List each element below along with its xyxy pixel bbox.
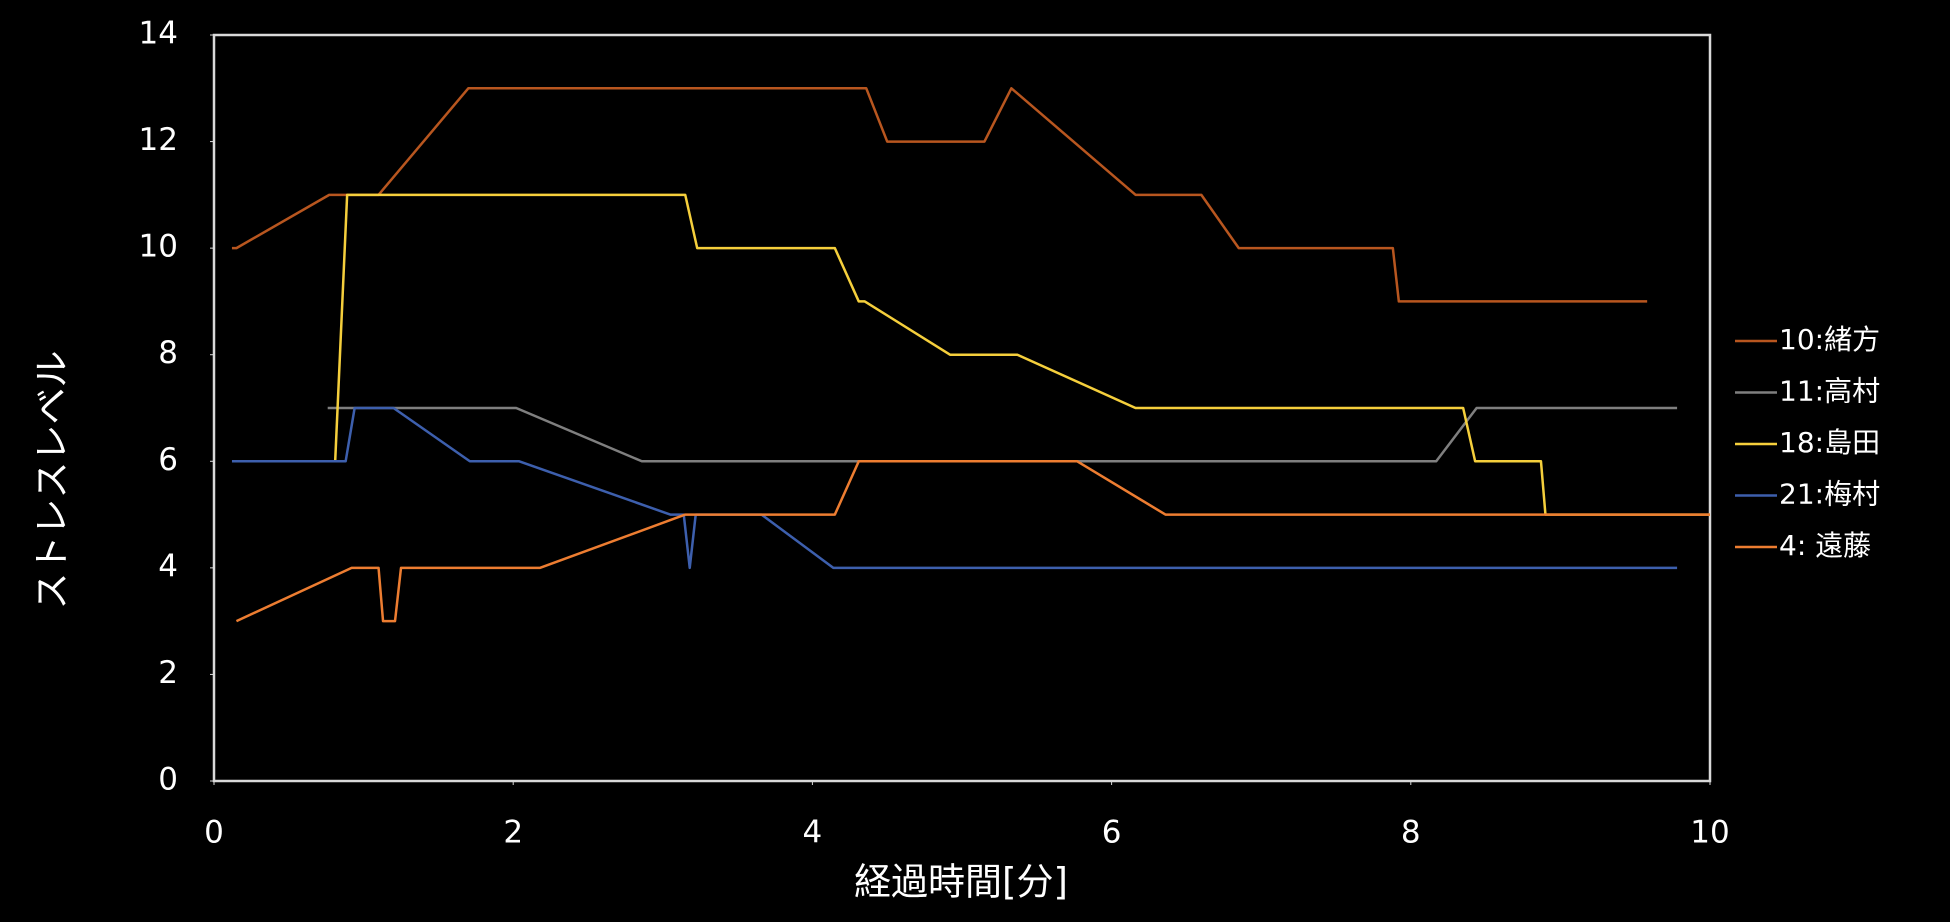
- series-line: [327, 406, 1678, 463]
- series-line: [231, 406, 1678, 570]
- legend-label: 11:高村: [1779, 375, 1880, 408]
- y-axis-title: ストレスレベル: [31, 351, 74, 610]
- series-line: [231, 87, 1648, 303]
- y-tick-label: 0: [158, 762, 178, 798]
- y-tick-label: 14: [139, 16, 178, 52]
- y-tick-label: 8: [158, 335, 178, 371]
- x-tick-label: 2: [503, 815, 523, 851]
- x-axis-title: 経過時間[分]: [854, 861, 1068, 904]
- legend-label: 10:緒方: [1779, 323, 1880, 356]
- y-tick-label: 12: [139, 122, 178, 158]
- legend-label: 18:島田: [1779, 426, 1880, 459]
- legend-label: 21:梅村: [1779, 478, 1880, 511]
- y-tick-label: 4: [158, 548, 178, 584]
- series-line: [333, 193, 1710, 516]
- plot-frame: [212, 33, 1712, 783]
- y-tick-label: 2: [158, 655, 178, 691]
- x-tick-label: 0: [204, 815, 224, 851]
- x-tick-label: 6: [1102, 815, 1122, 851]
- x-tick-label: 4: [803, 815, 823, 851]
- series-line: [235, 460, 1710, 623]
- x-tick-label: 10: [1690, 815, 1729, 851]
- legend-label: 4: 遠藤: [1779, 529, 1871, 562]
- x-tick-label: 8: [1401, 815, 1421, 851]
- y-tick-label: 6: [158, 442, 178, 478]
- y-tick-label: 10: [139, 229, 178, 265]
